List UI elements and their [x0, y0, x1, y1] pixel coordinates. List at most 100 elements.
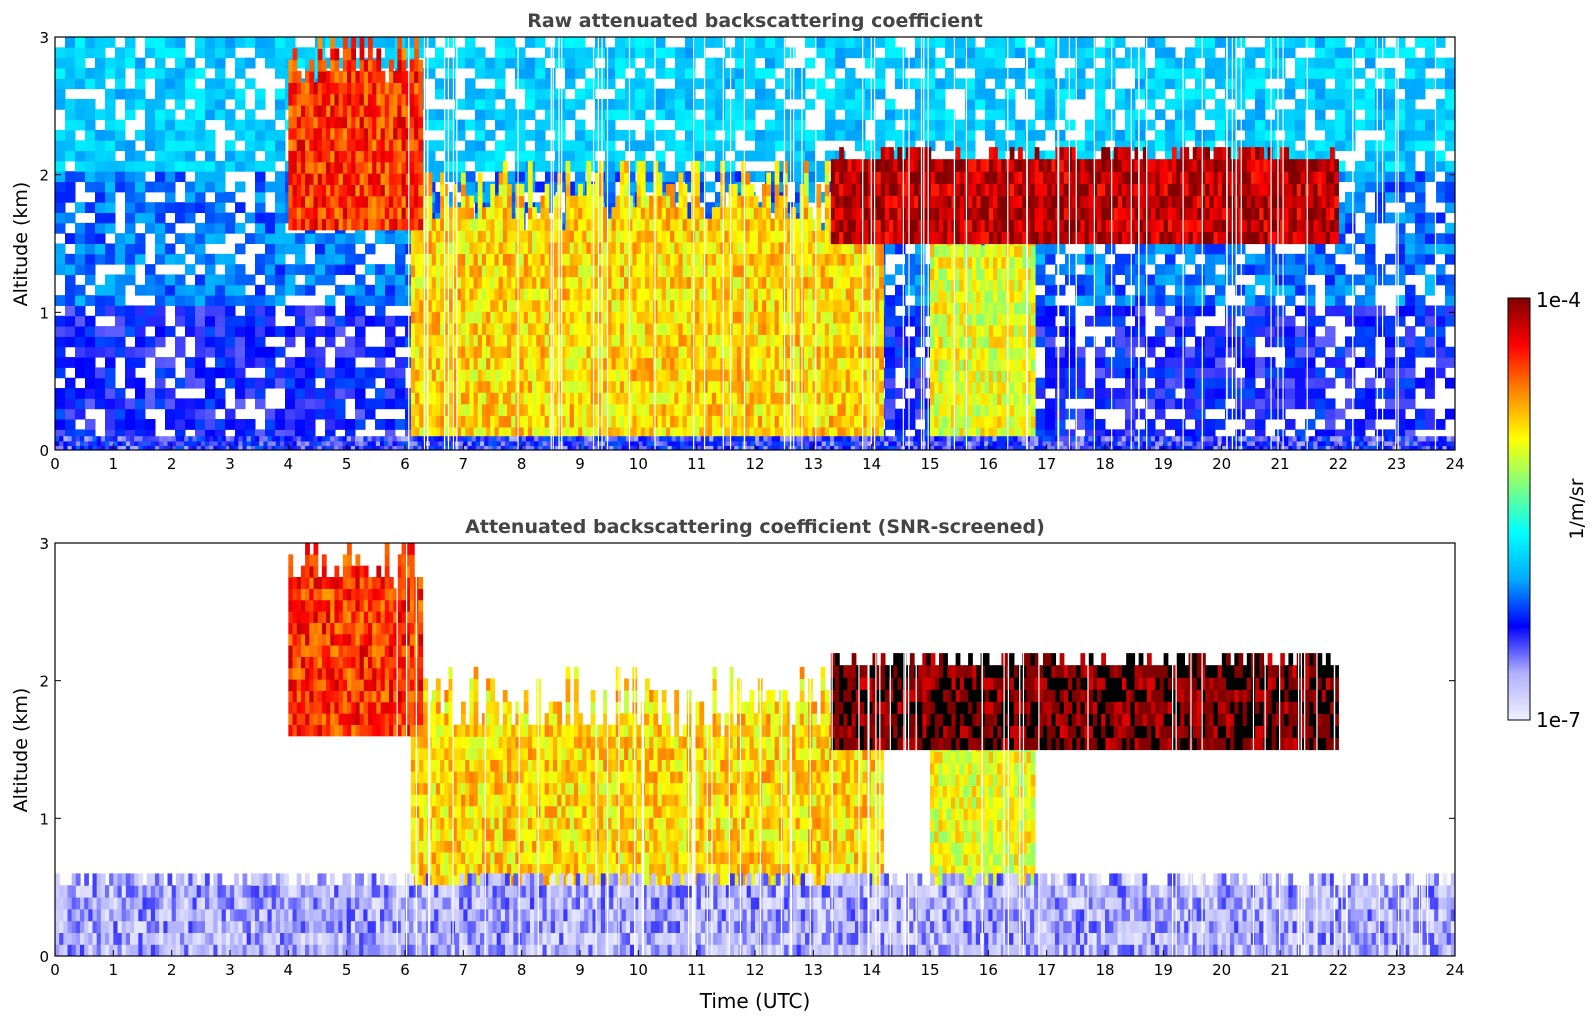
heatmap-cell	[553, 241, 558, 255]
noise-cell	[185, 57, 196, 69]
noise-cell	[545, 160, 556, 172]
noise-cell	[495, 67, 506, 79]
noise-cell	[715, 150, 726, 162]
noise-cell	[575, 160, 586, 172]
noise-cell	[85, 47, 96, 59]
noise-cell	[285, 429, 296, 441]
noise-cell	[1055, 377, 1066, 389]
heatmap-cell	[448, 369, 454, 382]
noise-cell	[635, 47, 646, 59]
heatmap-cell	[498, 288, 504, 301]
noise-cell	[545, 202, 556, 214]
noise-cell	[175, 98, 186, 110]
noise-cell	[485, 98, 496, 110]
noise-cell	[125, 357, 136, 368]
heatmap-cell	[419, 241, 424, 255]
heatmap-cell	[440, 241, 445, 255]
noise-cell	[585, 47, 596, 59]
noise-cell	[185, 119, 196, 131]
noise-cell	[1205, 129, 1216, 141]
noise-cell	[605, 98, 616, 110]
noise-cell	[1345, 212, 1356, 224]
heatmap-cell	[490, 288, 496, 301]
heatmap-cell	[507, 403, 512, 416]
noise-cell	[575, 140, 586, 152]
noise-cell	[1125, 264, 1136, 275]
heatmap-cell	[494, 345, 500, 359]
noise-cell	[685, 119, 696, 131]
noise-cell	[755, 98, 766, 110]
noise-cell	[1375, 315, 1386, 327]
noise-cell	[1355, 47, 1366, 59]
noise-cell	[205, 305, 216, 317]
noise-cell	[1155, 129, 1166, 141]
noise-cell	[325, 398, 336, 410]
heatmap-cell	[502, 288, 508, 301]
noise-cell	[595, 98, 606, 110]
heatmap-cell	[486, 392, 491, 405]
noise-cell	[965, 119, 976, 131]
noise-cell	[75, 47, 86, 59]
heatmap-cell	[477, 322, 483, 335]
noise-cell	[1415, 78, 1426, 90]
heatmap-cell	[494, 207, 500, 220]
heatmap-cell	[473, 392, 479, 405]
heatmap-cell	[427, 426, 433, 440]
noise-cell	[1365, 233, 1376, 244]
noise-cell	[1145, 98, 1156, 110]
noise-cell	[175, 408, 186, 420]
noise-cell	[305, 326, 316, 337]
noise-cell	[1225, 346, 1236, 358]
noise-cell	[1035, 326, 1046, 337]
noise-cell	[445, 57, 456, 69]
noise-cell	[975, 98, 986, 110]
noise-cell	[425, 150, 436, 162]
heatmap-cell	[415, 253, 420, 266]
noise-cell	[95, 336, 106, 348]
noise-cell	[85, 140, 96, 152]
noise-cell	[105, 408, 116, 420]
heatmap-cell	[494, 218, 500, 231]
noise-cell	[495, 160, 506, 172]
noise-cell	[275, 264, 286, 275]
noise-cell	[505, 129, 516, 141]
noise-cell	[215, 346, 226, 358]
noise-cell	[1285, 367, 1296, 379]
noise-cell	[95, 346, 106, 358]
noise-cell	[875, 57, 886, 69]
noise-cell	[75, 78, 86, 90]
heatmap-cell	[507, 230, 512, 243]
noise-cell	[1165, 367, 1176, 379]
heatmap-cell	[435, 264, 441, 278]
noise-cell	[475, 57, 486, 69]
heatmap-cell	[553, 345, 558, 359]
noise-cell	[1175, 398, 1186, 410]
noise-cell	[345, 367, 356, 379]
noise-cell	[1205, 253, 1216, 265]
heatmap-cell	[444, 403, 450, 416]
noise-cell	[925, 37, 936, 48]
noise-cell	[265, 253, 276, 265]
noise-cell	[75, 305, 86, 317]
noise-cell	[765, 150, 776, 162]
noise-cell	[1295, 367, 1306, 379]
noise-cell	[275, 202, 286, 214]
noise-cell	[165, 274, 176, 286]
heatmap-cell	[544, 264, 550, 278]
heatmap-cell	[456, 426, 462, 440]
noise-cell	[605, 119, 616, 131]
panel-raw-heatmap	[55, 37, 1455, 450]
noise-cell	[1225, 88, 1236, 100]
noise-cell	[325, 326, 336, 337]
noise-cell	[1325, 429, 1336, 441]
noise-cell	[135, 88, 146, 100]
noise-cell	[745, 67, 756, 79]
noise-cell	[155, 150, 166, 162]
noise-cell	[1075, 408, 1086, 420]
noise-cell	[1215, 243, 1226, 255]
heatmap-cell	[444, 276, 450, 289]
noise-cell	[1045, 398, 1056, 410]
noise-cell	[1105, 264, 1116, 275]
noise-cell	[625, 88, 636, 100]
noise-cell	[1435, 57, 1446, 69]
